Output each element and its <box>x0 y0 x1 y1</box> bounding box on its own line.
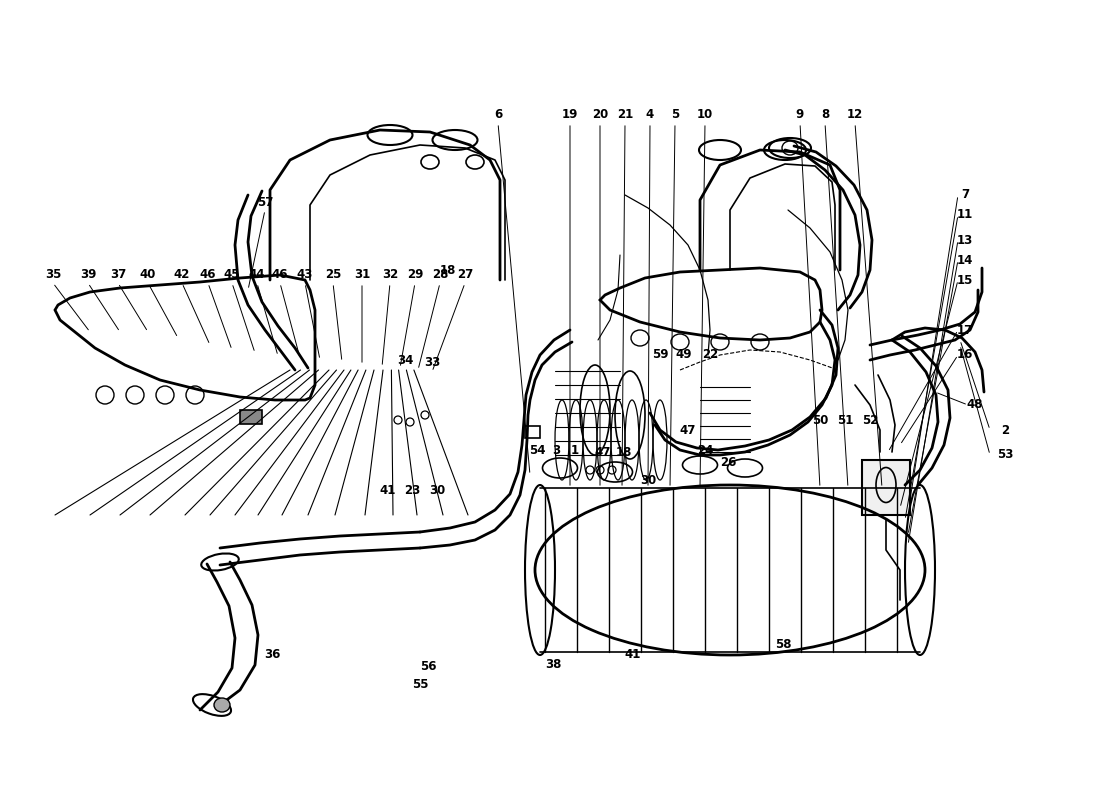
Text: 42: 42 <box>174 269 190 282</box>
Text: 48: 48 <box>967 398 983 411</box>
Text: 50: 50 <box>812 414 828 426</box>
Text: 59: 59 <box>651 349 669 362</box>
Text: 6: 6 <box>494 109 502 122</box>
Text: 1: 1 <box>571 443 579 457</box>
Text: 30: 30 <box>640 474 656 486</box>
Text: 14: 14 <box>957 254 974 266</box>
Text: 51: 51 <box>837 414 854 426</box>
Text: 19: 19 <box>562 109 579 122</box>
Text: 58: 58 <box>774 638 791 651</box>
Text: 4: 4 <box>646 109 654 122</box>
Text: 45: 45 <box>223 269 240 282</box>
Text: 28: 28 <box>432 269 448 282</box>
Text: 46: 46 <box>272 269 288 282</box>
Text: 10: 10 <box>697 109 713 122</box>
Text: 8: 8 <box>821 109 829 122</box>
Text: 55: 55 <box>411 678 428 691</box>
Text: 40: 40 <box>140 269 156 282</box>
Text: 2: 2 <box>1001 423 1009 437</box>
Text: 17: 17 <box>957 323 974 337</box>
Text: 20: 20 <box>592 109 608 122</box>
Text: 13: 13 <box>957 234 974 246</box>
Text: 31: 31 <box>354 269 370 282</box>
Bar <box>862 460 910 515</box>
Text: 36: 36 <box>264 649 280 662</box>
Text: 26: 26 <box>719 455 736 469</box>
Text: 3: 3 <box>552 443 560 457</box>
Text: 52: 52 <box>861 414 878 426</box>
Text: 57: 57 <box>256 195 273 209</box>
Text: 7: 7 <box>961 189 969 202</box>
Text: 23: 23 <box>404 483 420 497</box>
Text: 41: 41 <box>625 649 641 662</box>
Text: 54: 54 <box>529 443 546 457</box>
Text: 29: 29 <box>407 269 424 282</box>
Bar <box>240 410 262 424</box>
Text: 21: 21 <box>617 109 634 122</box>
Text: 41: 41 <box>379 483 396 497</box>
Text: 18: 18 <box>616 446 632 458</box>
Text: 32: 32 <box>382 269 398 282</box>
Bar <box>525 426 540 438</box>
Text: 43: 43 <box>297 269 313 282</box>
Text: 5: 5 <box>671 109 679 122</box>
Text: 15: 15 <box>957 274 974 286</box>
Text: 11: 11 <box>957 209 974 222</box>
Text: 44: 44 <box>249 269 265 282</box>
Text: 25: 25 <box>324 269 341 282</box>
Text: 49: 49 <box>675 349 692 362</box>
Text: 47: 47 <box>595 446 612 458</box>
Text: 53: 53 <box>997 449 1013 462</box>
Text: 24: 24 <box>696 443 713 457</box>
Text: 38: 38 <box>544 658 561 671</box>
Ellipse shape <box>214 698 230 712</box>
Text: 16: 16 <box>957 349 974 362</box>
Text: 47: 47 <box>680 423 696 437</box>
Text: 22: 22 <box>702 349 718 362</box>
Text: 35: 35 <box>45 269 62 282</box>
Text: 18: 18 <box>440 263 456 277</box>
Text: 9: 9 <box>796 109 804 122</box>
Text: 34: 34 <box>397 354 414 366</box>
Text: 37: 37 <box>110 269 126 282</box>
Text: 39: 39 <box>80 269 96 282</box>
Text: 56: 56 <box>420 661 437 674</box>
Text: 33: 33 <box>424 355 440 369</box>
Text: 12: 12 <box>847 109 864 122</box>
Text: 27: 27 <box>456 269 473 282</box>
Text: 46: 46 <box>200 269 217 282</box>
Text: 30: 30 <box>429 483 446 497</box>
